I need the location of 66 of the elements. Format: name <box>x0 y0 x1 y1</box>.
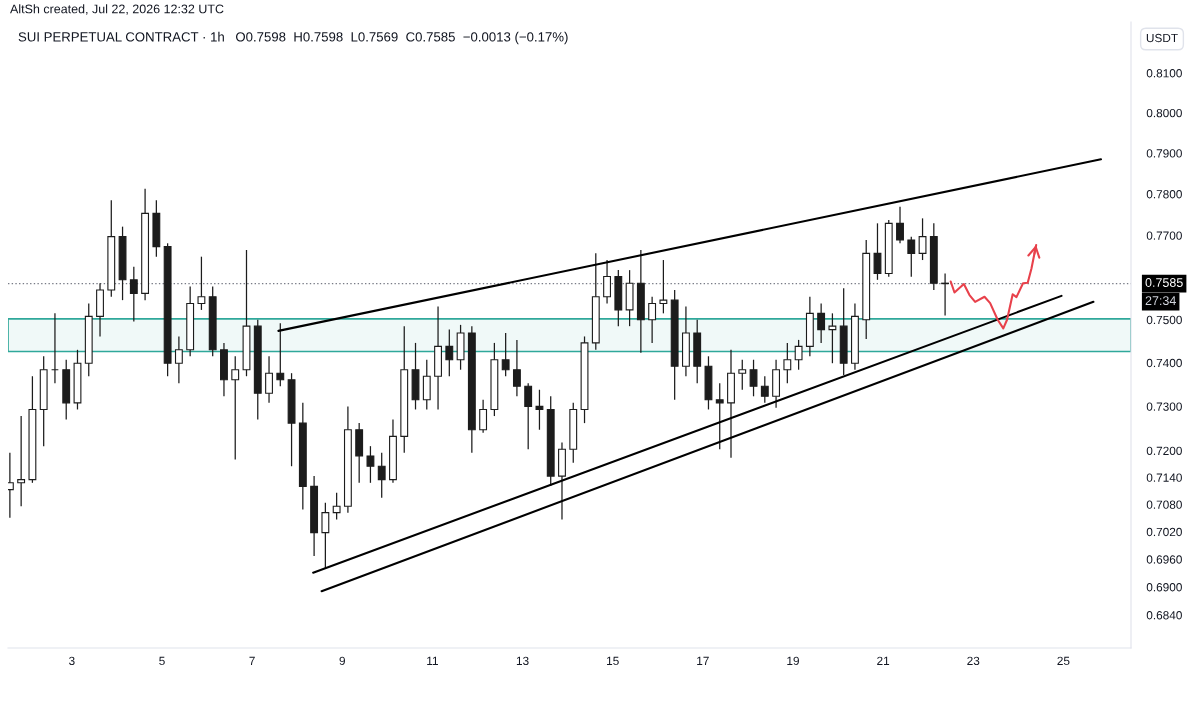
candlestick <box>749 359 758 397</box>
candlestick <box>659 259 668 314</box>
candlestick <box>794 339 803 371</box>
candlestick <box>873 222 882 281</box>
candlestick <box>715 382 724 450</box>
x-tick-label: 7 <box>249 656 255 665</box>
candlestick <box>174 335 183 384</box>
candlestick <box>479 399 488 434</box>
candlestick <box>197 256 206 311</box>
x-tick-label: 25 <box>1057 656 1070 665</box>
ref-line-label: 0.7585 <box>1145 278 1183 287</box>
x-tick-label: 13 <box>516 656 529 665</box>
text: 27:34 <box>1145 296 1176 306</box>
candlestick <box>817 302 826 344</box>
y-tick-label: 0.8000 <box>1146 108 1182 118</box>
y-tick-label: 0.8100 <box>1146 69 1182 78</box>
candlestick <box>535 389 544 431</box>
y-tick-label: 0.7200 <box>1146 446 1182 455</box>
candlestick <box>422 359 431 411</box>
candlestick <box>265 355 273 404</box>
x-tick-label: 15 <box>607 656 619 665</box>
x-tick-label: 3 <box>69 656 75 665</box>
text: SUI PERPETUAL CONTRACT · 1h <box>18 31 224 42</box>
candlestick <box>332 492 341 521</box>
y-tick-label: 0.7800 <box>1146 190 1182 199</box>
candlestick <box>512 339 521 397</box>
candlestick <box>445 328 454 377</box>
candlestick <box>129 266 138 323</box>
candlestick <box>738 359 747 391</box>
y-tick-label: 0.7700 <box>1146 231 1182 240</box>
y-tick-label: 0.6960 <box>1146 555 1182 564</box>
candlestick <box>828 312 837 364</box>
x-tick-label: 11 <box>427 656 438 665</box>
x-tick-label: 9 <box>339 656 345 665</box>
candlestick <box>321 502 330 570</box>
x-tick-label: 5 <box>159 656 165 665</box>
x-tick-label: 19 <box>787 656 799 665</box>
candlestick <box>648 296 657 344</box>
candlestick <box>377 452 386 499</box>
candlestick <box>783 342 792 384</box>
y-tick-label: 0.7500 <box>1146 315 1182 325</box>
y-tick-label: 0.7080 <box>1146 500 1182 509</box>
candlestick <box>276 322 285 387</box>
y-tick-label: 0.7020 <box>1146 527 1182 537</box>
candlestick <box>603 259 611 305</box>
candlestick <box>760 375 769 404</box>
candlestick <box>896 206 904 244</box>
y-tick-label: 0.7300 <box>1146 402 1182 411</box>
candlestick <box>501 332 510 377</box>
candlestick <box>918 217 927 261</box>
y-tick-label: 0.7900 <box>1146 149 1182 158</box>
y-tick-label: 0.7140 <box>1146 473 1182 482</box>
y-tick-label: 0.7400 <box>1146 358 1182 368</box>
x-tick-label: 23 <box>967 656 980 665</box>
candlestick <box>907 236 916 278</box>
y-tick-label: 0.6840 <box>1146 611 1182 620</box>
y-tick-label: 0.6900 <box>1146 583 1182 592</box>
text: AltSh created, Jul 22, 2026 12:32 UTC <box>10 4 224 15</box>
candlestick <box>231 355 240 461</box>
x-tick-label: 21 <box>877 656 890 665</box>
x-tick-label: 17 <box>697 656 709 665</box>
candlestick <box>524 382 533 450</box>
annotation: O0.7598 H0.7598 L0.7569 C0.7585 −0.0013 (−0.17%) <box>236 31 568 45</box>
candlestick <box>366 445 375 484</box>
candlestick <box>17 415 26 507</box>
y-axis-title: USDT <box>1146 33 1178 43</box>
